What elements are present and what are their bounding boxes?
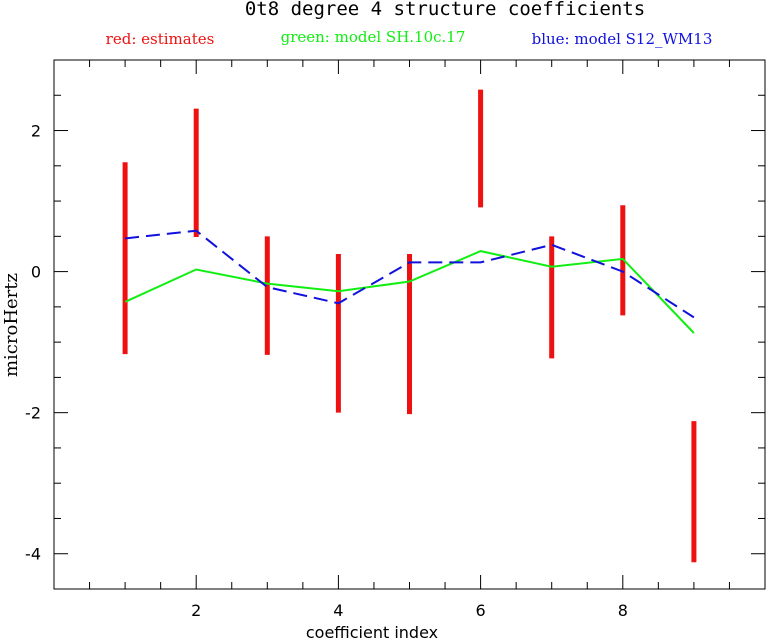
- green-model-line: [124, 250, 695, 334]
- y-axis-label: microHertz: [1, 273, 22, 377]
- blue-model-line: [124, 229, 695, 319]
- x-tick-label: 8: [618, 601, 628, 620]
- x-tick-label: 4: [333, 601, 343, 620]
- legend-model-s12wm13: blue: model S12_WM13: [532, 30, 713, 48]
- axis-ticks: [54, 60, 765, 589]
- series-lines: [124, 229, 695, 334]
- y-tick-label: 2: [31, 122, 41, 141]
- x-tick-label: 6: [476, 601, 486, 620]
- y-tick-label: -2: [25, 404, 41, 423]
- y-tick-label: 0: [31, 263, 41, 282]
- x-tick-label: 2: [191, 601, 201, 620]
- legend-model-sh10c17: green: model SH.10c.17: [281, 28, 466, 46]
- y-tick-label: -4: [25, 545, 41, 564]
- error-bars: [122, 89, 697, 563]
- chart-title: 0t8 degree 4 structure coefficients: [245, 0, 645, 20]
- x-tick-labels: 2 4 6 8: [191, 601, 628, 620]
- y-tick-labels: 2 0 -2 -4: [25, 122, 41, 564]
- legend-estimates: red: estimates: [106, 30, 215, 48]
- x-axis-label: coefficient index: [306, 623, 438, 641]
